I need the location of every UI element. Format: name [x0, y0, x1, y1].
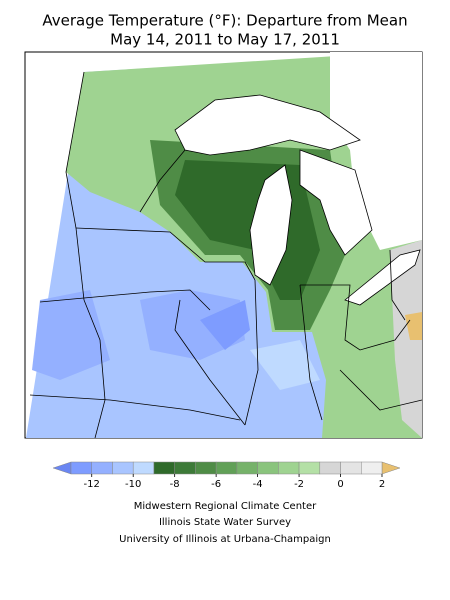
colorbar-tick-label: 2 [379, 479, 385, 490]
coldest-patch [200, 300, 250, 350]
cool-patch [250, 340, 320, 390]
colorbar-tick-label: -2 [294, 479, 304, 490]
outside-region [330, 52, 422, 250]
state-line [300, 284, 411, 351]
colorbar: -12 -10 -8 -6 -4 -2 0 2 [52, 461, 401, 490]
map [24, 51, 423, 439]
colorbar-tick-label: 0 [337, 479, 343, 490]
state-line [75, 227, 256, 281]
state-line [83, 299, 106, 439]
state-line [139, 149, 186, 213]
colorbar-bin [174, 461, 196, 475]
colorbar-bin [298, 461, 321, 475]
colorbar-bin [153, 461, 175, 475]
colorbar-bin [132, 461, 155, 475]
credit: Midwestern Regional Climate Center [134, 501, 317, 512]
colorbar-tick-label: -10 [125, 479, 141, 490]
colorbar-tick-label: -8 [170, 479, 180, 490]
lake-superior [174, 94, 361, 156]
colorbar-bin [215, 461, 238, 475]
colder-patch [32, 290, 110, 380]
colorbar-bin [236, 461, 258, 475]
state-line [389, 249, 406, 321]
colorbar-bin [195, 461, 217, 475]
title: Average Temperature (°F): Departure from… [42, 12, 407, 30]
positive-patch [405, 312, 422, 340]
colorbar-under-arrow [52, 461, 72, 475]
lake-huron [299, 149, 373, 256]
colorbar-bin [257, 461, 279, 475]
state-line [29, 394, 241, 421]
colorbar-tick-label: -6 [211, 479, 221, 490]
subtitle: May 14, 2011 to May 17, 2011 [110, 31, 340, 49]
colorbar-bin [319, 461, 341, 475]
state-line [299, 284, 323, 421]
colorbar-over-arrow [381, 461, 401, 475]
colorbar-bin [91, 461, 113, 475]
state-line [39, 289, 211, 311]
state-line [244, 279, 259, 426]
state-line [174, 299, 246, 426]
credit: University of Illinois at Urbana-Champai… [119, 534, 331, 545]
colorbar-bin [278, 461, 300, 475]
colorbar-bin [112, 461, 134, 475]
state-line [339, 369, 423, 411]
state-line [65, 71, 85, 301]
colorbar-tick-label: -12 [84, 479, 100, 490]
colorbar-tick-label: -4 [253, 479, 263, 490]
lake-michigan [249, 164, 293, 286]
colorbar-bin [70, 461, 92, 475]
credit: Illinois State Water Survey [159, 517, 291, 528]
colorbar-bin [361, 461, 383, 475]
neutral-region [390, 240, 422, 438]
colorbar-bin [340, 461, 362, 475]
